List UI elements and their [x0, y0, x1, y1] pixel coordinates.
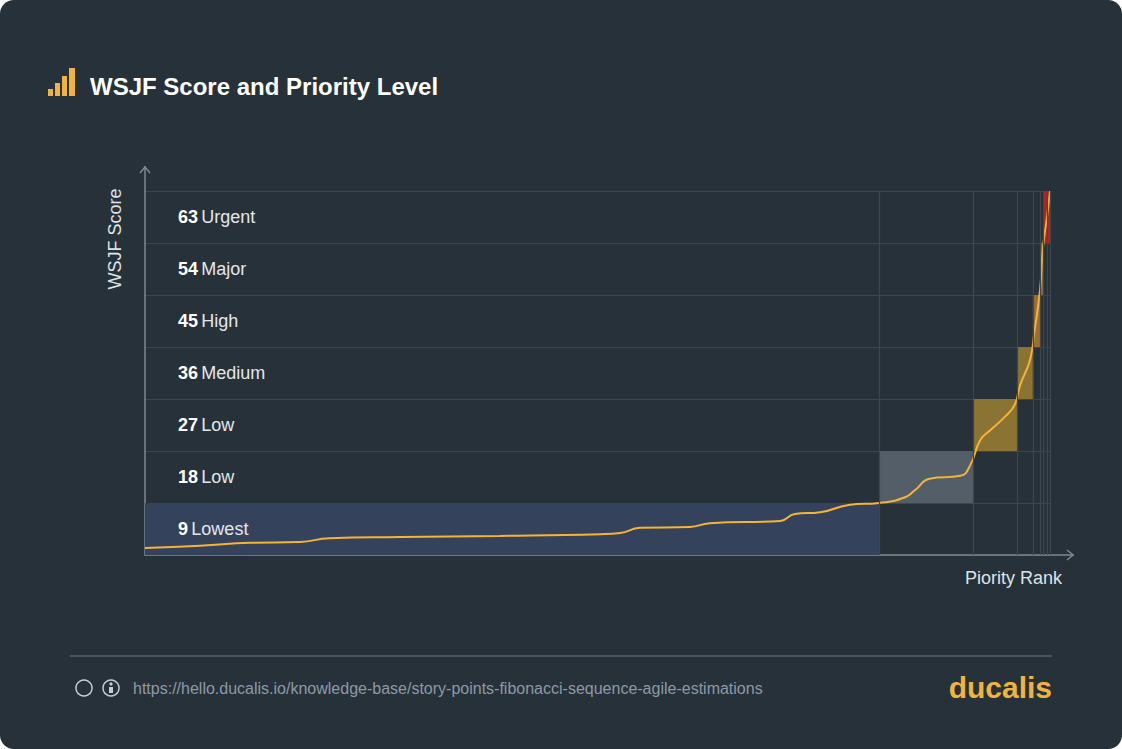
svg-text:63: 63 — [178, 207, 198, 227]
svg-text:WSJF Score and Priority Level: WSJF Score and Priority Level — [90, 73, 438, 100]
svg-text:45: 45 — [178, 311, 198, 331]
svg-text:ducalis: ducalis — [949, 671, 1052, 704]
svg-text:High: High — [201, 311, 238, 331]
svg-text:Medium: Medium — [201, 363, 265, 383]
svg-text:9: 9 — [178, 519, 188, 539]
svg-text:Lowest: Lowest — [191, 519, 248, 539]
svg-text:Low: Low — [201, 467, 235, 487]
svg-text:WSJF Score: WSJF Score — [105, 188, 125, 289]
svg-text:Major: Major — [201, 259, 246, 279]
svg-text:36: 36 — [178, 363, 198, 383]
svg-text:https://hello.ducalis.io/knowl: https://hello.ducalis.io/knowledge-base/… — [133, 680, 763, 697]
svg-text:54: 54 — [178, 259, 198, 279]
svg-text:27: 27 — [178, 415, 198, 435]
svg-text:Piority Rank: Piority Rank — [965, 568, 1063, 588]
svg-text:Low: Low — [201, 415, 235, 435]
svg-text:Urgent: Urgent — [201, 207, 255, 227]
svg-text:18: 18 — [178, 467, 198, 487]
